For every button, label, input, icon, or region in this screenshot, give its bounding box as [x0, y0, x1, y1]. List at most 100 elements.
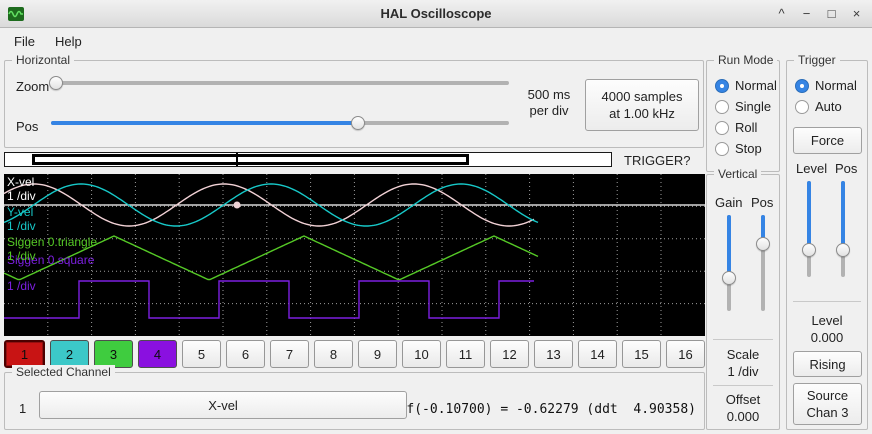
- scope-label-Y-vel: Y-vel: [7, 205, 33, 219]
- channel-button-7[interactable]: 7: [270, 340, 309, 368]
- trigger-level-readout-label: Level: [787, 313, 867, 328]
- selected-channel-index: 1: [19, 401, 26, 416]
- trigger-mode-option-normal[interactable]: Normal: [787, 75, 867, 96]
- slider-fill: [841, 181, 845, 250]
- channel-button-12[interactable]: 12: [490, 340, 529, 368]
- scope-label-Siggen 0.triangle: Siggen 0.triangle: [7, 235, 97, 249]
- minimize-button[interactable]: −: [799, 6, 814, 21]
- slider-knob[interactable]: [49, 76, 63, 90]
- slider-knob[interactable]: [722, 271, 736, 285]
- horizontal-pos-label: Pos: [16, 119, 38, 134]
- radio-label: Normal: [735, 78, 777, 93]
- radio-label: Stop: [735, 141, 762, 156]
- channel-button-13[interactable]: 13: [534, 340, 573, 368]
- channel-button-8[interactable]: 8: [314, 340, 353, 368]
- slider-fill: [727, 215, 731, 278]
- titlebar[interactable]: HAL Oscilloscope ^ − □ ×: [0, 0, 872, 28]
- trigger-level-value: 0.000: [787, 330, 867, 345]
- vertical-group-label: Vertical: [714, 167, 761, 182]
- menu-file[interactable]: File: [4, 31, 45, 52]
- scope-label-X-vel: X-vel: [7, 175, 34, 189]
- slider-fill: [51, 121, 358, 125]
- channel-button-1[interactable]: 1: [4, 340, 45, 368]
- channel-button-16[interactable]: 16: [666, 340, 705, 368]
- horizontal-pos-slider[interactable]: [51, 115, 509, 131]
- slider-knob[interactable]: [802, 243, 816, 257]
- zoom-label: Zoom: [16, 79, 49, 94]
- window-controls: ^ − □ ×: [774, 0, 864, 27]
- run-mode-option-single[interactable]: Single: [707, 96, 779, 117]
- radio-icon: [715, 79, 729, 93]
- vertical-group: Vertical Gain Pos Scale 1 /div Offset 0.…: [706, 174, 780, 430]
- trigger-level-slider[interactable]: [801, 181, 817, 277]
- scale-label: Scale: [707, 347, 779, 362]
- trigger-status-label: TRIGGER?: [624, 153, 690, 168]
- horizontal-group: Horizontal Zoom Pos 500 ms per div 4000 …: [4, 60, 704, 148]
- run-mode-options: Normal SingleRoll Stop: [707, 75, 779, 159]
- offset-label: Offset: [707, 392, 779, 407]
- timeline-bar[interactable]: [4, 152, 612, 167]
- radio-icon: [795, 100, 809, 114]
- channel-button-4[interactable]: 4: [138, 340, 177, 368]
- slider-fill: [807, 181, 811, 250]
- timeline-window: [32, 154, 469, 165]
- trigger-mode-option-auto[interactable]: Auto: [787, 96, 867, 117]
- app-window: HAL Oscilloscope ^ − □ × File Help Horiz…: [0, 0, 872, 434]
- horizontal-group-label: Horizontal: [12, 53, 74, 68]
- channel-button-row: 12345678910111213141516: [4, 340, 705, 368]
- run-mode-option-roll[interactable]: Roll: [707, 117, 779, 138]
- selected-channel-group-label: Selected Channel: [12, 365, 115, 380]
- per-div-label: 500 ms per div: [517, 87, 581, 119]
- scope-label-Siggen 0.triangle-scale: 1 /div: [7, 249, 36, 263]
- samples-button[interactable]: 4000 samples at 1.00 kHz: [585, 79, 699, 131]
- vertical-pos-slider[interactable]: [755, 215, 771, 311]
- menubar: File Help: [0, 29, 872, 54]
- channel-button-15[interactable]: 15: [622, 340, 661, 368]
- separator: [713, 339, 773, 340]
- run-mode-option-normal[interactable]: Normal: [707, 75, 779, 96]
- channel-button-5[interactable]: 5: [182, 340, 221, 368]
- channel-button-14[interactable]: 14: [578, 340, 617, 368]
- channel-button-10[interactable]: 10: [402, 340, 441, 368]
- radio-label: Normal: [815, 78, 857, 93]
- channel-button-9[interactable]: 9: [358, 340, 397, 368]
- channel-button-2[interactable]: 2: [50, 340, 89, 368]
- zoom-slider[interactable]: [51, 75, 509, 91]
- slider-groove: [51, 81, 509, 85]
- vertical-pos-label: Pos: [751, 195, 773, 210]
- gain-slider[interactable]: [721, 215, 737, 311]
- run-mode-option-stop[interactable]: Stop: [707, 138, 779, 159]
- trigger-group: Trigger NormalAuto Force Level Pos Level…: [786, 60, 868, 430]
- offset-value: 0.000: [707, 409, 779, 424]
- timeline-trigger-marker[interactable]: [236, 153, 238, 166]
- trigger-options: Normal Auto: [787, 75, 867, 117]
- slope-button[interactable]: Rising: [793, 351, 862, 377]
- scale-value: 1 /div: [707, 364, 779, 379]
- slider-knob[interactable]: [756, 237, 770, 251]
- radio-label: Auto: [815, 99, 842, 114]
- channel-button-3[interactable]: 3: [94, 340, 133, 368]
- radio-icon: [715, 100, 729, 114]
- channel-button-11[interactable]: 11: [446, 340, 485, 368]
- shade-button[interactable]: ^: [774, 6, 789, 21]
- slider-knob[interactable]: [351, 116, 365, 130]
- channel-button-6[interactable]: 6: [226, 340, 265, 368]
- close-button[interactable]: ×: [849, 6, 864, 21]
- separator: [713, 385, 773, 386]
- radio-icon: [715, 121, 729, 135]
- trigger-pos-slider[interactable]: [835, 181, 851, 277]
- app-icon: [8, 6, 24, 22]
- trigger-point-marker: [234, 202, 241, 209]
- scope-display[interactable]: Siggen 0.squareX-vel1 /divY-vel1 /divSig…: [4, 174, 705, 336]
- scope-label-X-vel-scale: 1 /div: [7, 189, 36, 203]
- channel-name-button[interactable]: X-vel: [39, 391, 407, 419]
- force-button[interactable]: Force: [793, 127, 862, 154]
- window-title: HAL Oscilloscope: [0, 0, 872, 27]
- trigger-source-button[interactable]: Source Chan 3: [793, 383, 862, 425]
- menu-help[interactable]: Help: [45, 31, 92, 52]
- maximize-button[interactable]: □: [824, 6, 839, 21]
- value-readout: f(-0.10700) = -0.62279 (ddt 4.90358): [406, 402, 696, 417]
- trigger-level-label: Level: [796, 161, 827, 176]
- slider-knob[interactable]: [836, 243, 850, 257]
- selected-channel-group: Selected Channel 1 X-vel f(-0.10700) = -…: [4, 372, 705, 430]
